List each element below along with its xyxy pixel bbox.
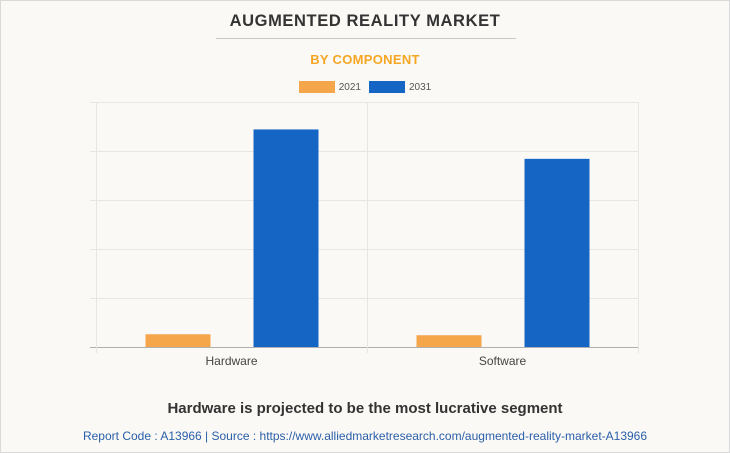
chart-legend: 2021 2031 <box>1 81 729 93</box>
chart-subtitle: BY COMPONENT <box>310 52 420 67</box>
chart-title: AUGMENTED REALITY MARKET <box>229 12 501 30</box>
legend-item-2021[interactable]: 2021 <box>298 81 361 93</box>
x-tick-label-hardware: Hardware <box>205 354 257 368</box>
bar-software-2031 <box>524 158 590 347</box>
bar-hardware-2031 <box>253 129 319 347</box>
chart-tagline: Hardware is projected to be the most luc… <box>167 400 563 417</box>
bar-hardware-2021 <box>145 334 211 347</box>
x-tick-label-software: Software <box>479 354 527 368</box>
legend-swatch-2031 <box>369 81 405 93</box>
legend-swatch-2021 <box>298 81 335 93</box>
legend-label-2021: 2021 <box>338 81 361 93</box>
legend-label-2031: 2031 <box>409 81 432 93</box>
legend-item-2031[interactable]: 2031 <box>369 81 431 93</box>
source-footer: Report Code : A13966 | Source : https://… <box>82 429 648 443</box>
bar-software-2021 <box>416 335 482 347</box>
title-divider <box>216 38 516 39</box>
